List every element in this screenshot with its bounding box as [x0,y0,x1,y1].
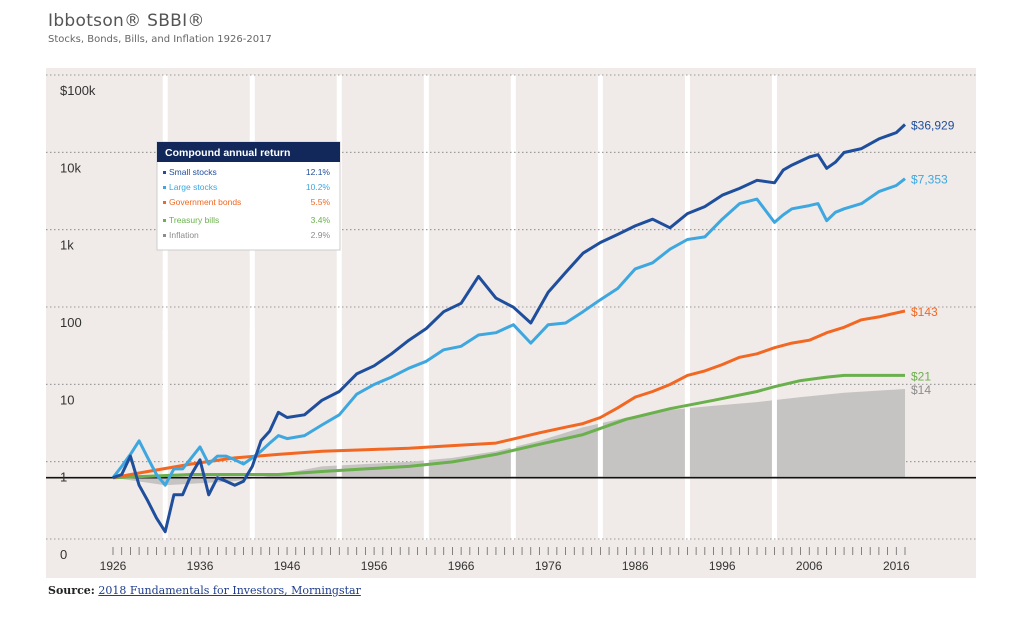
end-label: $14 [911,383,931,397]
legend-entry-name: Inflation [169,230,199,240]
y-tick-label: 0 [60,547,67,562]
legend-swatch [163,171,166,174]
y-tick-label: 1 [60,470,67,485]
source-link[interactable]: 2018 Fundamentals for Investors, Morning… [98,584,361,597]
end-labels: $36,929 $7,353 $143 $21$14 [911,118,955,397]
series-line-small-stocks [112,123,907,534]
inflation-area [113,389,905,486]
y-tick-label: 100 [60,315,82,330]
x-tick-label: 1946 [274,559,301,573]
series-line-treasury-bills [112,373,905,480]
legend-swatch [163,201,166,204]
end-label: $21 [911,369,931,383]
series-line-government-bonds [112,309,906,480]
legend-header [157,142,340,162]
legend-swatch [163,234,166,237]
x-tick-label: 1996 [709,559,736,573]
series-line-large-stocks [111,177,906,487]
end-label: $143 [911,305,938,319]
y-tick-label: 10 [60,392,74,407]
chart-subtitle: Stocks, Bonds, Bills, and Inflation 1926… [48,34,272,45]
x-axis: 1926 1936 1946 1956 1966 1976 1986 1996 2006 2016 [100,547,910,573]
legend-title: Compound annual return [165,147,290,159]
chart-title: Ibbotson® SBBI® [48,11,205,31]
legend-entry-name: Small stocks [169,167,217,177]
x-tick-label: 1986 [622,559,649,573]
legend-swatch [163,186,166,189]
x-tick-label: 2006 [796,559,823,573]
x-tick-label: 1956 [361,559,388,573]
legend-entry-name: Government bonds [169,197,241,207]
series-layer [46,123,976,534]
legend-entry-name: Treasury bills [169,215,219,225]
source-label: Source: [48,584,95,597]
legend-entry-return: 3.4% [311,215,331,225]
legend-entry-return: 2.9% [311,230,331,240]
legend-entry-return: 12.1% [306,167,331,177]
y-tick-label: 10k [60,160,81,175]
x-tick-label: 1976 [535,559,562,573]
legend-swatch [163,219,166,222]
y-tick-label: $100k [60,83,96,98]
x-tick-label: 1926 [100,559,127,573]
source-line: Source: 2018 Fundamentals for Investors,… [48,584,361,597]
end-label: $7,353 [911,173,948,187]
x-tick-label: 1936 [187,559,214,573]
legend-entry-name: Large stocks [169,182,217,192]
legend-entry-return: 5.5% [311,197,331,207]
legend-entry-return: 10.2% [306,182,331,192]
x-tick-label: 2016 [883,559,910,573]
x-tick-label: 1966 [448,559,475,573]
legend: Compound annual return Small stocks 12.1% L… [156,141,341,251]
end-label: $36,929 [911,118,955,132]
y-tick-label: 1k [60,238,74,253]
